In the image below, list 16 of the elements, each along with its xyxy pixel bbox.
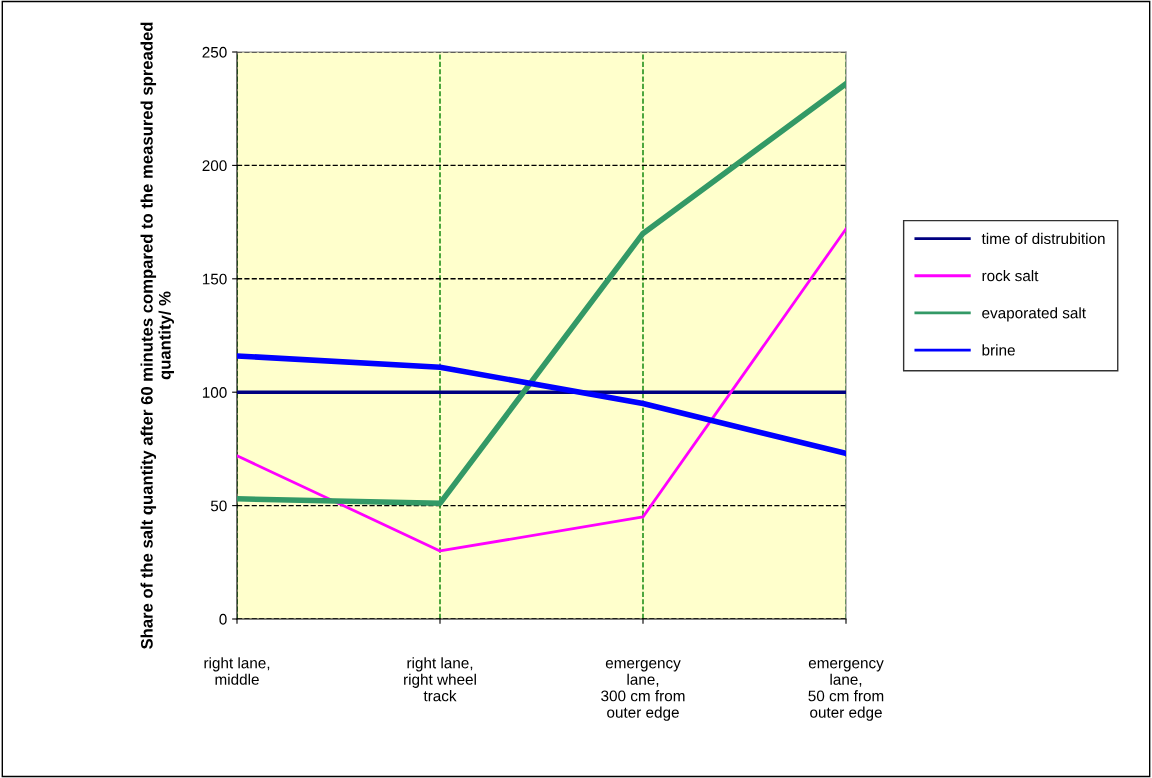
x-tick-label: emergency lane, 50 cm from outer edge bbox=[808, 660, 884, 721]
y-tick-label: 200 bbox=[202, 160, 227, 172]
x-tick-label: right lane, right wheel track bbox=[404, 657, 476, 702]
line-series bbox=[237, 227, 846, 553]
legend-label: brine bbox=[982, 344, 1015, 356]
legend-label: time of distrubition bbox=[981, 232, 1105, 245]
y-axis-title: Share of the salt quantity after 60 minutes compared to the measured spreaded quantity/ % bbox=[140, 22, 175, 649]
y-tick-label: 150 bbox=[202, 273, 227, 285]
x-tick-label: emergency lane, 300 cm from outer edge bbox=[601, 660, 685, 721]
legend-label: evaporated salt bbox=[982, 307, 1086, 322]
y-tick-label: 50 bbox=[210, 500, 227, 512]
y-tick-label: 100 bbox=[202, 387, 227, 398]
y-tick-label: 0 bbox=[219, 613, 227, 625]
x-tick-label: right lane, middle bbox=[204, 657, 270, 685]
y-tick-label: 250 bbox=[202, 46, 227, 58]
legend-label: rock salt bbox=[982, 270, 1039, 282]
